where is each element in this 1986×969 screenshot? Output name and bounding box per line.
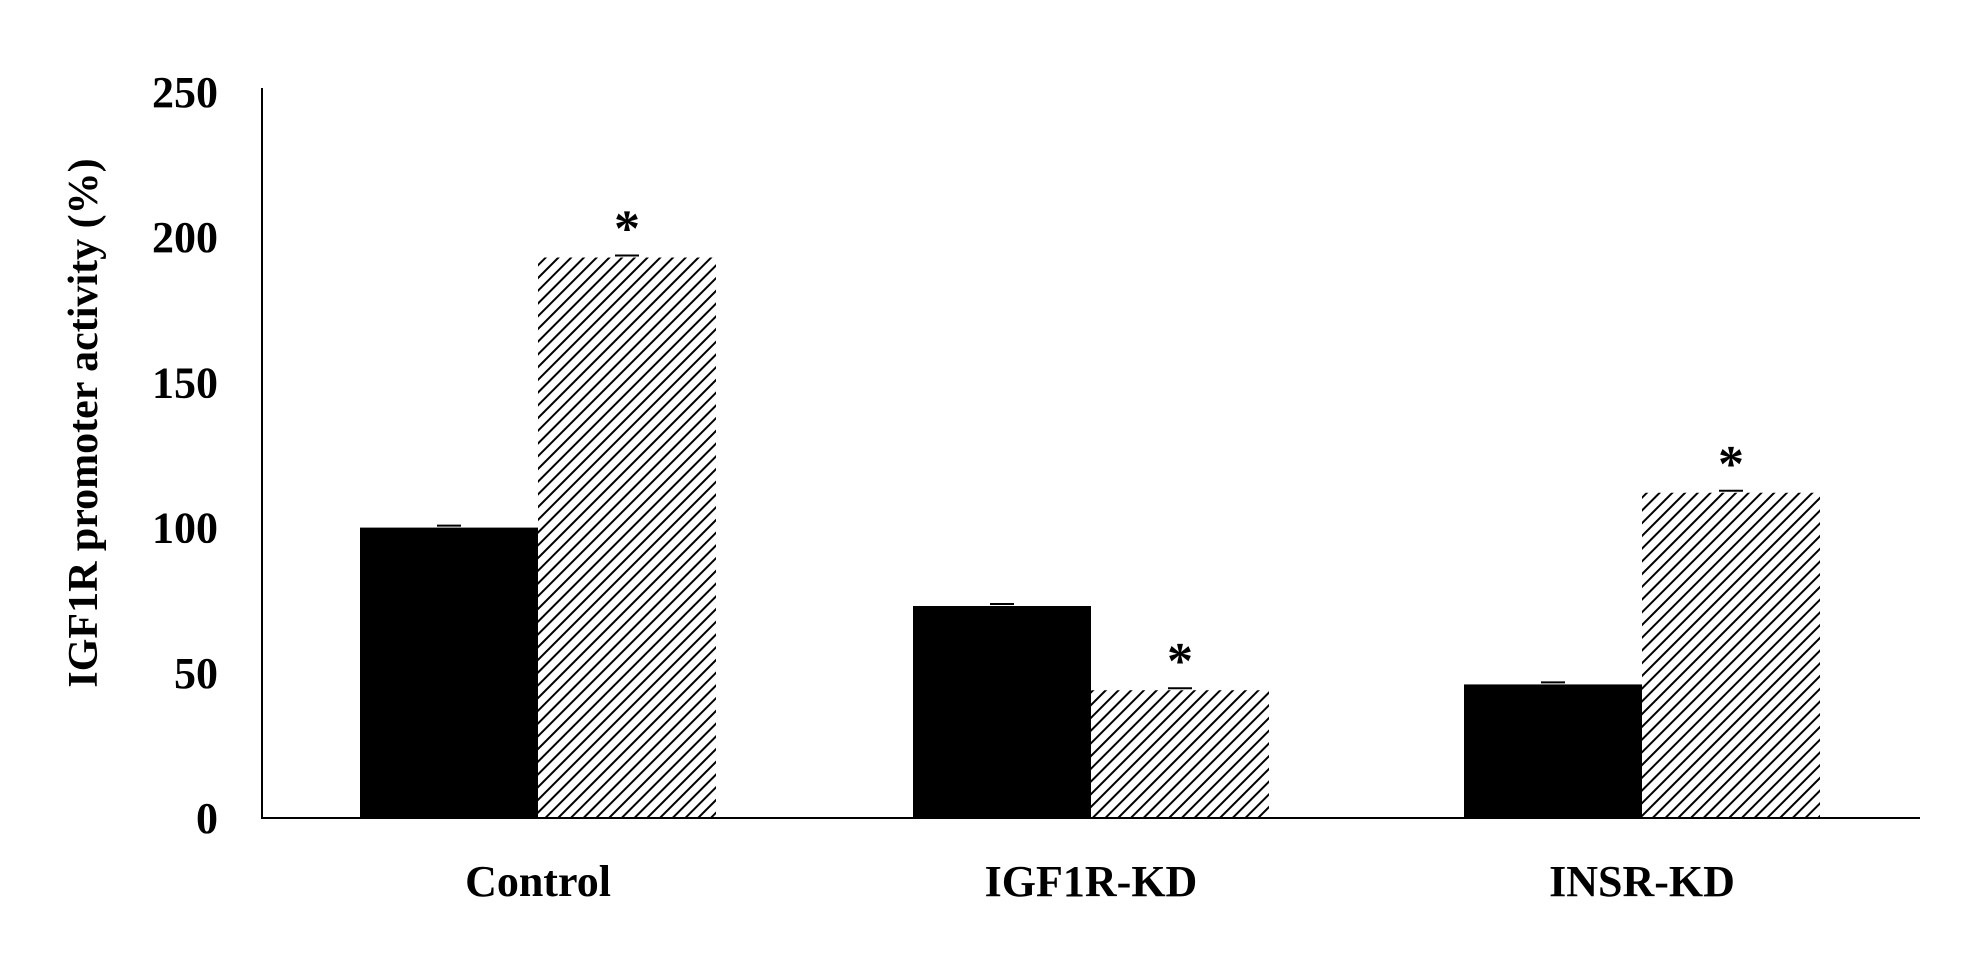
bar-igf1r-kd-series-2 — [1091, 690, 1269, 818]
y-tick-label: 200 — [152, 213, 218, 262]
x-category-label: INSR-KD — [1549, 857, 1735, 906]
y-tick-label: 0 — [196, 794, 218, 843]
bars — [360, 254, 1820, 818]
significance-star: * — [614, 201, 640, 258]
bar-control-series-1 — [360, 527, 538, 818]
y-tick-label: 100 — [152, 504, 218, 553]
axes — [261, 88, 1920, 819]
y-axis-ticks: 0 50 100 150 200 250 — [152, 68, 218, 843]
y-tick-label: 50 — [174, 649, 218, 698]
x-axis-category-labels: Control IGF1R-KD INSR-KD — [465, 857, 1735, 906]
bar-igf1r-kd-series-1 — [913, 606, 1091, 818]
y-tick-label: 250 — [152, 68, 218, 117]
y-axis-title: IGF1R promoter activity (%) — [61, 158, 107, 687]
bar-control-series-2 — [538, 257, 716, 818]
significance-star: * — [1167, 633, 1193, 690]
bar-insr-kd-series-1 — [1464, 684, 1642, 818]
x-category-label: Control — [465, 857, 611, 906]
y-tick-label: 150 — [152, 358, 218, 407]
significance-star: * — [1718, 436, 1744, 493]
x-category-label: IGF1R-KD — [985, 857, 1198, 906]
significance-markers: * * * — [614, 201, 1744, 691]
bar-insr-kd-series-2 — [1642, 492, 1820, 818]
